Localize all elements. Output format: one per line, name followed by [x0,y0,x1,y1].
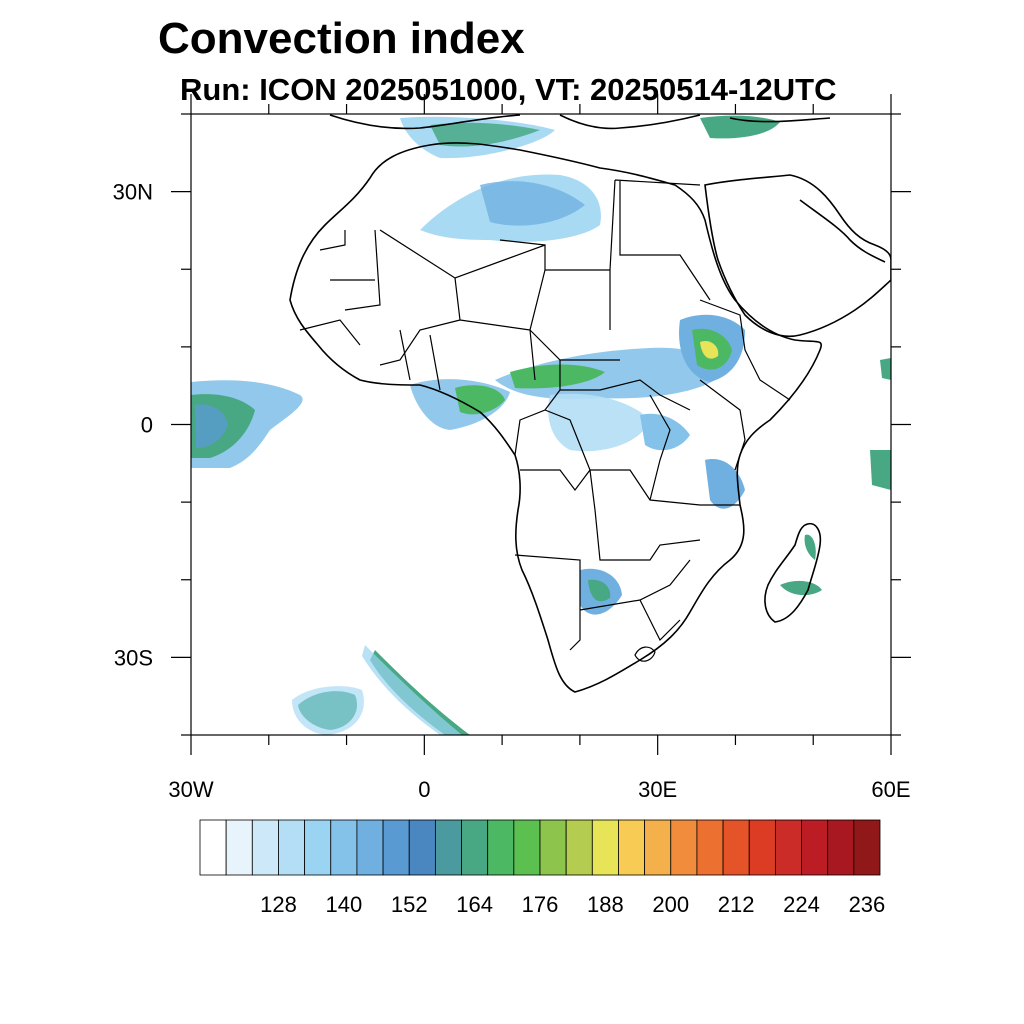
lon-tick-label: 0 [418,777,430,802]
colorbar-swatch [382,819,410,876]
field-indian-east [870,450,891,490]
colorbar-swatch [199,819,227,876]
europe-coast [329,114,831,130]
colorbar-label: 236 [849,892,886,917]
colorbar-swatch [722,819,750,876]
colorbar-swatch [408,819,436,876]
convection-field [191,115,891,735]
colorbar-label: 188 [587,892,624,917]
field-southwest-edge [292,686,364,735]
colorbar-swatch [670,819,698,876]
colorbar-swatch [565,819,593,876]
colorbar-swatch [278,819,306,876]
colorbar [199,819,881,876]
border-1 [344,179,711,361]
colorbar-swatch [304,819,332,876]
colorbar-swatch [330,819,358,876]
field-east-coast [705,459,745,509]
field-madagascar [780,580,822,596]
coastlines [289,114,891,693]
colorbar-swatch [801,819,829,876]
field-med-green [430,122,540,147]
colorbar-swatch [591,819,619,876]
colorbar-swatch [748,819,776,876]
field-indian-east2 [880,358,891,380]
map-tick-labels: 30N 0 30S 30W 0 30E 60E [113,180,911,802]
colorbar-swatch [434,819,462,876]
field-south-band-edge [362,645,462,735]
field-lake-vic [640,413,690,451]
colorbar-swatch [853,819,881,876]
colorbar-swatch [251,819,279,876]
field-atlantic-inner [195,404,228,448]
colorbar-swatch [539,819,567,876]
field-congo [548,393,650,452]
border-5 [649,299,791,501]
field-gulf-green [455,385,505,415]
field-ethiopia-hot [700,340,719,359]
colorbar-label: 140 [325,892,362,917]
colorbar-label: 128 [260,892,297,917]
colorbar-label: 212 [718,892,755,917]
colorbar-swatch [487,819,515,876]
lon-tick-label: 60E [871,777,910,802]
colorbar-label: 152 [391,892,428,917]
colorbar-label: 176 [522,892,559,917]
chart-title: Convection index [158,14,525,63]
field-south-band [370,650,470,735]
lon-tick-label: 30E [638,777,677,802]
colorbar-swatch [696,819,724,876]
colorbar-label: 200 [652,892,689,917]
lat-tick-label: 0 [141,413,153,438]
colorbar-swatch [827,819,855,876]
lat-tick-label: 30S [114,645,153,670]
arabia-coast [704,174,891,338]
africa-coastline [289,142,822,693]
colorbar-swatch [225,819,253,876]
border-lesotho [634,646,656,662]
colorbar-swatch [644,819,672,876]
colorbar-swatch [461,819,489,876]
field-sahara-inner [480,181,585,226]
map-ticks [171,94,911,755]
colorbar-labels: 128 140 152 164 176 188 200 212 224 236 [260,892,885,917]
persian-gulf [799,199,886,263]
lon-tick-label: 30W [168,777,213,802]
lat-tick-label: 30N [113,180,153,205]
colorbar-swatch [356,819,384,876]
colorbar-swatch [774,819,802,876]
colorbar-label: 164 [456,892,493,917]
field-botswana-core [588,579,611,602]
border-4 [514,469,691,651]
field-madagascar-n [804,534,816,560]
madagascar-coast [764,523,822,623]
border-6 [299,230,441,391]
colorbar-swatch [618,819,646,876]
border-3 [514,389,740,561]
country-borders [299,179,791,662]
colorbar-swatch [513,819,541,876]
chart-subtitle: Run: ICON 2025051000, VT: 20250514-12UTC [180,72,837,107]
colorbar-label: 224 [783,892,820,917]
border-2 [379,277,691,411]
